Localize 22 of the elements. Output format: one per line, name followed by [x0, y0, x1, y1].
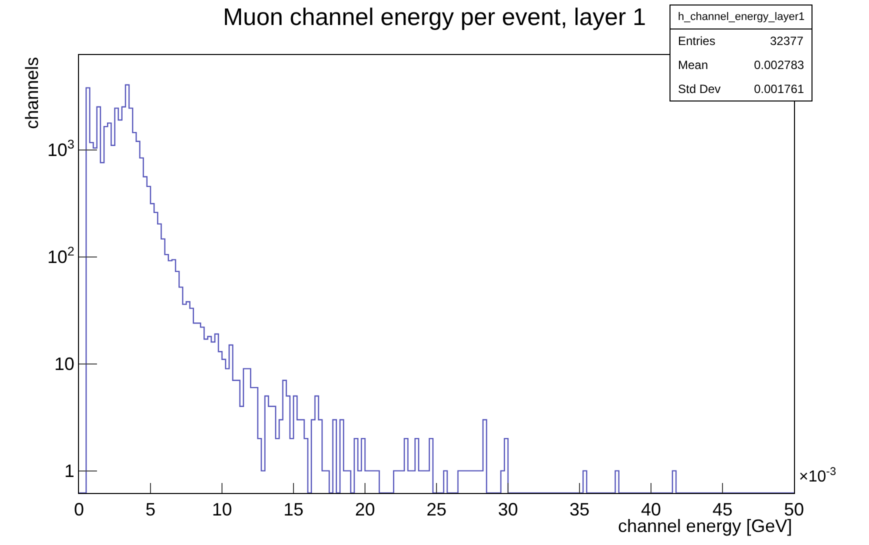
y-tick-label: 10$^{3}$ — [47, 138, 74, 160]
annotation: Std Dev — [678, 82, 721, 96]
x-tick-label: 25 — [426, 500, 447, 520]
x-tick-label: 30 — [498, 500, 518, 520]
x-tick-label: 15 — [283, 500, 304, 520]
chart-title: Muon channel energy per event, layer 1 — [223, 4, 646, 31]
y-axis-title: channels — [22, 56, 42, 129]
text: h_channel_energy_layer1 — [678, 11, 805, 23]
text: Entries — [678, 34, 716, 48]
x-tick-label: 10 — [212, 500, 232, 520]
text: ×10$^{-3}$ — [799, 466, 836, 486]
annotation: 0.002783 — [754, 58, 804, 72]
x-tick-label: 0 — [74, 500, 84, 520]
annotation: Mean — [678, 58, 708, 72]
x-tick-label: 20 — [354, 500, 376, 520]
y-tick-label: 1 — [64, 461, 74, 482]
y-tick-label: 10$^{2}$ — [47, 244, 74, 268]
text: 32377 — [770, 34, 804, 48]
x-tick-label: 35 — [569, 500, 590, 520]
annotation: 0.001761 — [754, 82, 804, 96]
y-tick-label: 10 — [54, 354, 74, 374]
x-tick-label: 5 — [145, 500, 156, 520]
